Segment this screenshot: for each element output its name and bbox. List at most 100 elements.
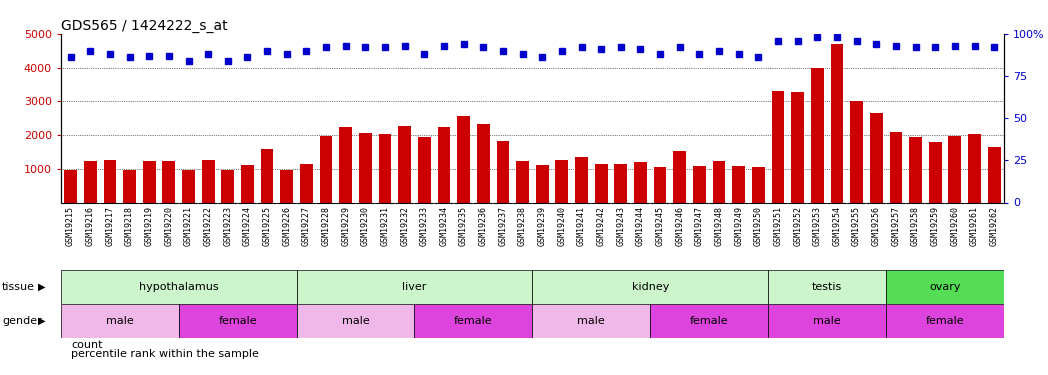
Text: GSM19262: GSM19262: [989, 206, 999, 246]
Text: male: male: [577, 316, 605, 326]
Text: GSM19232: GSM19232: [400, 206, 409, 246]
Bar: [84, 161, 96, 202]
Bar: [221, 170, 234, 202]
Text: GSM19230: GSM19230: [361, 206, 370, 246]
Text: GSM19240: GSM19240: [558, 206, 566, 246]
Bar: [438, 127, 451, 202]
Text: GSM19242: GSM19242: [596, 206, 606, 246]
Text: GSM19228: GSM19228: [322, 206, 330, 246]
Bar: [555, 160, 568, 202]
Bar: [178, 304, 297, 338]
Text: gender: gender: [2, 316, 42, 326]
Text: GSM19218: GSM19218: [125, 206, 134, 246]
Bar: [650, 304, 768, 338]
Bar: [752, 167, 765, 202]
Text: GDS565 / 1424222_s_at: GDS565 / 1424222_s_at: [61, 19, 227, 33]
Text: GSM19259: GSM19259: [931, 206, 940, 246]
Bar: [261, 148, 274, 202]
Bar: [398, 126, 411, 202]
Text: GSM19227: GSM19227: [302, 206, 311, 246]
Text: GSM19249: GSM19249: [735, 206, 743, 246]
Bar: [771, 91, 784, 202]
Text: male: male: [342, 316, 369, 326]
Text: GSM19261: GSM19261: [970, 206, 979, 246]
Bar: [850, 101, 863, 202]
Bar: [890, 132, 902, 202]
Bar: [457, 116, 470, 202]
Text: testis: testis: [812, 282, 843, 292]
Text: GSM19220: GSM19220: [165, 206, 173, 246]
Bar: [768, 270, 886, 304]
Bar: [477, 123, 489, 202]
Bar: [929, 142, 941, 202]
Bar: [532, 304, 650, 338]
Text: GSM19254: GSM19254: [832, 206, 842, 246]
Text: kidney: kidney: [632, 282, 669, 292]
Bar: [575, 157, 588, 203]
Bar: [124, 170, 136, 202]
Bar: [104, 160, 116, 202]
Text: female: female: [218, 316, 257, 326]
Text: GSM19248: GSM19248: [715, 206, 723, 246]
Text: hypothalamus: hypothalamus: [139, 282, 218, 292]
Bar: [870, 113, 882, 202]
Bar: [340, 127, 352, 202]
Text: GSM19216: GSM19216: [86, 206, 94, 246]
Text: GSM19237: GSM19237: [499, 206, 507, 246]
Text: GSM19252: GSM19252: [793, 206, 802, 246]
Bar: [143, 161, 155, 202]
Bar: [241, 165, 254, 202]
Text: GSM19241: GSM19241: [577, 206, 586, 246]
Bar: [713, 160, 725, 202]
Text: female: female: [454, 316, 493, 326]
Text: ovary: ovary: [930, 282, 961, 292]
Text: GSM19257: GSM19257: [892, 206, 900, 246]
Bar: [811, 68, 824, 203]
Text: GSM19217: GSM19217: [106, 206, 114, 246]
Text: GSM19256: GSM19256: [872, 206, 880, 246]
Text: GSM19219: GSM19219: [145, 206, 154, 246]
Text: GSM19226: GSM19226: [282, 206, 291, 246]
Text: GSM19223: GSM19223: [223, 206, 233, 246]
Text: GSM19238: GSM19238: [518, 206, 527, 246]
Bar: [64, 170, 77, 202]
Bar: [988, 147, 1001, 202]
Bar: [297, 270, 532, 304]
Bar: [300, 164, 312, 202]
Text: GSM19222: GSM19222: [203, 206, 213, 246]
Bar: [968, 134, 981, 202]
Bar: [162, 161, 175, 202]
Text: GSM19235: GSM19235: [459, 206, 468, 246]
Bar: [693, 166, 705, 202]
Text: male: male: [106, 316, 133, 326]
Text: GSM19247: GSM19247: [695, 206, 704, 246]
Text: GSM19215: GSM19215: [66, 206, 75, 246]
Text: female: female: [690, 316, 728, 326]
Bar: [497, 141, 509, 202]
Bar: [61, 304, 178, 338]
Bar: [281, 170, 293, 202]
Bar: [517, 160, 529, 202]
Bar: [791, 92, 804, 202]
Text: female: female: [925, 316, 964, 326]
Bar: [418, 137, 431, 202]
Bar: [674, 150, 686, 202]
Bar: [654, 167, 667, 202]
Text: GSM19244: GSM19244: [636, 206, 645, 246]
Bar: [182, 170, 195, 202]
Text: GSM19233: GSM19233: [420, 206, 429, 246]
Bar: [768, 304, 886, 338]
Text: GSM19250: GSM19250: [754, 206, 763, 246]
Text: GSM19231: GSM19231: [380, 206, 390, 246]
Text: GSM19255: GSM19255: [852, 206, 861, 246]
Text: count: count: [71, 340, 103, 350]
Text: GSM19258: GSM19258: [911, 206, 920, 246]
Bar: [532, 270, 768, 304]
Bar: [378, 134, 391, 202]
Text: GSM19239: GSM19239: [538, 206, 547, 246]
Text: GSM19221: GSM19221: [184, 206, 193, 246]
Bar: [831, 44, 844, 203]
Text: GSM19245: GSM19245: [656, 206, 664, 246]
Text: GSM19251: GSM19251: [773, 206, 783, 246]
Text: ▶: ▶: [38, 316, 45, 326]
